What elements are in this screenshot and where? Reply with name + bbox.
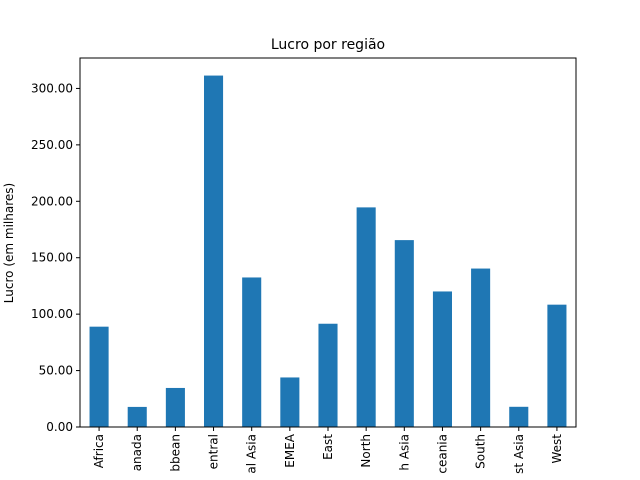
bar-0 <box>89 326 109 427</box>
bar-3 <box>204 75 224 428</box>
x-tick-label-5: EMEA <box>283 433 297 468</box>
bar-6 <box>318 323 338 427</box>
x-tick-label-0: Africa <box>92 434 106 468</box>
x-tick-label-3: entral <box>207 434 221 469</box>
x-tick-label-8: h Asia <box>397 434 411 471</box>
x-tick-label-12: West <box>550 434 564 464</box>
x-tick-label-2: bbean <box>168 434 182 472</box>
y-tick-label-0: 0.00 <box>46 420 73 434</box>
y-tick-label-2: 100.00 <box>31 307 73 321</box>
y-tick-label-1: 50.00 <box>39 364 73 378</box>
bar-5 <box>280 377 300 427</box>
bar-9 <box>432 291 452 427</box>
bar-10 <box>471 268 491 427</box>
bar-11 <box>509 406 529 427</box>
bar-12 <box>547 304 567 427</box>
bar-4 <box>242 277 262 427</box>
x-tick-label-7: North <box>359 434 373 468</box>
y-axis-label: Lucro (em milhares) <box>2 183 16 303</box>
plot-frame <box>79 57 577 428</box>
x-tick-label-10: South <box>474 434 488 469</box>
bar-7 <box>356 207 376 427</box>
bar-1 <box>127 406 147 427</box>
bar-2 <box>165 387 185 427</box>
bar-8 <box>394 240 414 427</box>
x-tick-label-4: al Asia <box>245 434 259 474</box>
y-tick-label-6: 300.00 <box>31 81 73 95</box>
x-tick-label-11: st Asia <box>512 434 526 474</box>
x-tick-label-1: anada <box>130 434 144 471</box>
y-tick-label-5: 250.00 <box>31 138 73 152</box>
y-tick-label-3: 150.00 <box>31 251 73 265</box>
plot-area: 0.00 50.00 100.00 150.00 200.00 250.00 300.00 A… <box>31 57 577 474</box>
x-tick-label-6: East <box>321 434 335 460</box>
x-tick-label-9: ceania <box>435 434 449 474</box>
chart-title: Lucro por região <box>271 37 385 53</box>
y-tick-label-4: 200.00 <box>31 194 73 208</box>
